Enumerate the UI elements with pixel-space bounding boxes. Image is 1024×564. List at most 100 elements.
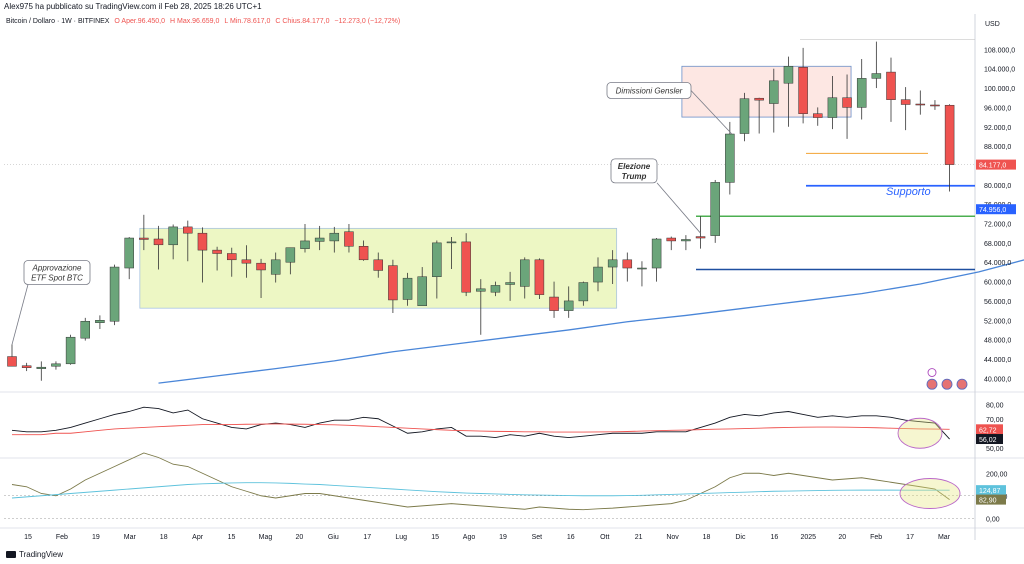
time-axis-tick-label: 19 — [92, 534, 100, 541]
candle-body — [270, 259, 281, 275]
candle-body — [21, 365, 32, 368]
annotation-box — [23, 260, 91, 285]
candle-body — [124, 237, 134, 269]
price-axis-tick-label: 72.000,0 — [984, 222, 1011, 229]
candle — [7, 344, 17, 367]
candle-body — [622, 259, 633, 269]
candle — [549, 281, 559, 318]
price-tag: 74.956,0 — [976, 204, 1016, 215]
candle-body — [65, 336, 76, 365]
candle — [725, 121, 735, 195]
candle — [783, 56, 794, 127]
price-axis-tick-label: 96.000,0 — [984, 105, 1011, 112]
candle-body — [285, 247, 296, 263]
candle-body — [505, 282, 515, 285]
candle-body — [856, 78, 867, 108]
oscillator-tag-bg — [976, 494, 1006, 505]
time-axis-tick-label: 20 — [296, 534, 304, 541]
candle — [358, 240, 369, 261]
candle — [300, 223, 310, 253]
tradingview-logo[interactable]: TradingView — [6, 550, 63, 559]
candle — [212, 246, 222, 271]
time-axis-tick-label: 15 — [24, 534, 32, 541]
candle — [593, 257, 603, 292]
annotation-dimissioni-gensler: Dimissioni Gensler — [606, 82, 733, 135]
candle-body — [36, 366, 47, 369]
candle — [695, 216, 706, 249]
symbol-name[interactable]: Bitcoin / Dollaro · 1W · BITFINEX — [6, 18, 110, 25]
candle-body — [432, 242, 442, 277]
candle — [856, 59, 867, 120]
price-axis-tick-label: 60.000,0 — [984, 280, 1011, 287]
candle — [373, 252, 383, 278]
oscillator-tag-label: 56,02 — [979, 437, 997, 444]
time-axis-tick-label: 19 — [499, 534, 507, 541]
candle-body — [563, 300, 574, 311]
candle-body — [930, 104, 940, 107]
candle-body — [798, 67, 808, 114]
candle-body — [461, 241, 471, 293]
candle — [388, 259, 398, 314]
time-axis-tick-label: 21 — [635, 534, 643, 541]
moving-average-line — [158, 259, 1024, 384]
time-axis-tick-label: Mar — [938, 534, 951, 541]
tradingview-logo-text: TradingView — [19, 550, 64, 559]
candle — [930, 100, 940, 110]
oscillator-1-line-0 — [11, 406, 950, 440]
price-axis-tick-label: 92.000,0 — [984, 125, 1011, 132]
oscillator-tag-label: 62,72 — [979, 427, 997, 434]
candle — [563, 286, 574, 318]
candle — [886, 57, 896, 122]
price-axis-tick-label: 104.000,0 — [984, 67, 1015, 74]
candle — [432, 240, 442, 299]
candle — [710, 179, 720, 243]
candle-body — [227, 253, 237, 261]
ohlc-high: H Max.96.659,0 — [169, 18, 220, 25]
oscillator-1-tag: 56,02 — [976, 434, 1003, 445]
candle — [871, 41, 882, 89]
oscillator-1-tick-label: 70,00 — [986, 417, 1004, 424]
candle — [36, 361, 47, 381]
annotation-text: Trump — [622, 172, 647, 181]
candle-body — [256, 262, 266, 271]
candle — [681, 235, 691, 251]
resistance-range-box — [681, 65, 852, 118]
oscillator-2-tag: 82,90 — [976, 494, 1006, 505]
annotation-pointer — [11, 284, 29, 345]
oscillator-1-tag: 62,72 — [976, 424, 1003, 435]
oscillator-tag-bg — [976, 434, 1003, 445]
oscillator-tag-bg — [976, 485, 1006, 496]
ohlc-low: L Min.78.617,0 — [224, 18, 271, 25]
oscillator-1-line-1 — [12, 423, 950, 436]
time-axis-tick-label: 17 — [363, 534, 371, 541]
candle-body — [549, 296, 559, 311]
candle — [109, 264, 120, 326]
candle — [490, 281, 501, 297]
flag-event-icon — [926, 378, 938, 390]
time-axis-tick-label: Set — [532, 534, 543, 541]
highlight-ellipse — [897, 417, 943, 449]
time-axis-tick-label: Nov — [666, 534, 679, 541]
annotation-text: Elezione — [618, 162, 651, 171]
candle-body — [769, 80, 779, 104]
candle-body — [7, 356, 17, 367]
annotation-pointer — [690, 90, 733, 135]
candle — [651, 238, 662, 282]
candle-body — [695, 236, 706, 239]
candle — [285, 247, 296, 275]
candle — [314, 225, 325, 251]
candle-body — [197, 232, 208, 251]
candle — [739, 92, 750, 142]
candle-body — [534, 259, 545, 295]
annotation-text: Approvazione — [32, 263, 82, 272]
candle — [139, 214, 149, 251]
time-axis-tick-label: 16 — [567, 534, 575, 541]
candle-body — [593, 266, 603, 283]
lightning-icon — [927, 368, 937, 377]
oscillator-pane-2 — [4, 452, 975, 519]
time-axis-tick-label: Dic — [735, 534, 746, 541]
ohlc-change: −12.273,0 (−12,72%) — [334, 18, 401, 25]
oscillator-tag-label: 82,90 — [979, 498, 997, 505]
